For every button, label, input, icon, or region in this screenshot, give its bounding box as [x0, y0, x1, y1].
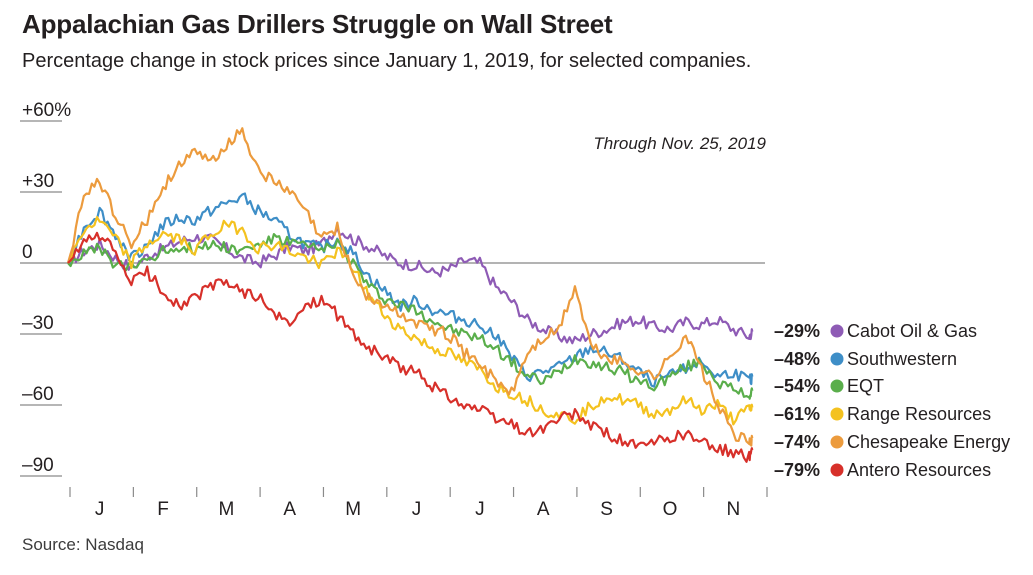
series-end-value: –54% — [774, 376, 820, 396]
chart-title: Appalachian Gas Drillers Struggle on Wal… — [22, 9, 613, 39]
legend-dot — [830, 324, 844, 338]
legend-dot — [830, 407, 844, 421]
x-tick-label: F — [157, 499, 169, 520]
legend-dot — [830, 435, 844, 449]
series-line-chesapeake-energy — [66, 127, 754, 447]
series-line-cabot-oil-gas — [66, 227, 754, 345]
series-end-value: –61% — [774, 404, 820, 424]
legend-dot — [830, 463, 844, 477]
series-layer — [66, 127, 754, 463]
y-tick-label: –60 — [22, 384, 54, 405]
legend-label: Range Resources — [847, 404, 991, 424]
x-tick-label: A — [283, 499, 296, 520]
legend-label: Antero Resources — [847, 460, 991, 480]
legend-label: Cabot Oil & Gas — [847, 321, 977, 341]
y-tick-label: 0 — [22, 242, 33, 263]
legend-dot — [830, 379, 844, 393]
series-line-range-resources — [67, 216, 754, 426]
series-end-value: –48% — [774, 349, 820, 369]
x-tick-label: J — [95, 499, 105, 520]
y-tick-label: +30 — [22, 171, 54, 192]
series-line-eqt — [67, 233, 754, 400]
legend-label: Southwestern — [847, 349, 957, 369]
chart-subtitle: Percentage change in stock prices since … — [22, 50, 752, 72]
x-tick-label: S — [600, 499, 613, 520]
x-tick-label: M — [218, 499, 234, 520]
x-tick-label: O — [663, 499, 678, 520]
x-tick-label: J — [475, 499, 485, 520]
legend-label: Chesapeake Energy — [847, 432, 1010, 452]
x-tick-label: J — [412, 499, 422, 520]
x-tick-label: M — [345, 499, 361, 520]
legend-dot — [830, 352, 844, 366]
grid-layer — [20, 120, 768, 497]
series-line-antero-resources — [67, 231, 754, 463]
label-layer: +60% +30 0 –30 –60 –90 J F M A M J J A S O N –29% Cabot Oi… — [22, 100, 1010, 520]
source-note: Source: Nasdaq — [22, 535, 144, 554]
y-tick-label: –30 — [22, 313, 54, 334]
x-tick-label: A — [537, 499, 550, 520]
series-end-value: –74% — [774, 432, 820, 452]
legend-label: EQT — [847, 376, 884, 396]
series-end-value: –79% — [774, 460, 820, 480]
y-tick-label: –90 — [22, 455, 54, 476]
y-tick-label: +60% — [22, 100, 71, 121]
chart-annotation: Through Nov. 25, 2019 — [593, 134, 766, 153]
x-tick-label: N — [726, 499, 740, 520]
series-end-value: –29% — [774, 321, 820, 341]
series-line-southwestern — [68, 192, 754, 388]
